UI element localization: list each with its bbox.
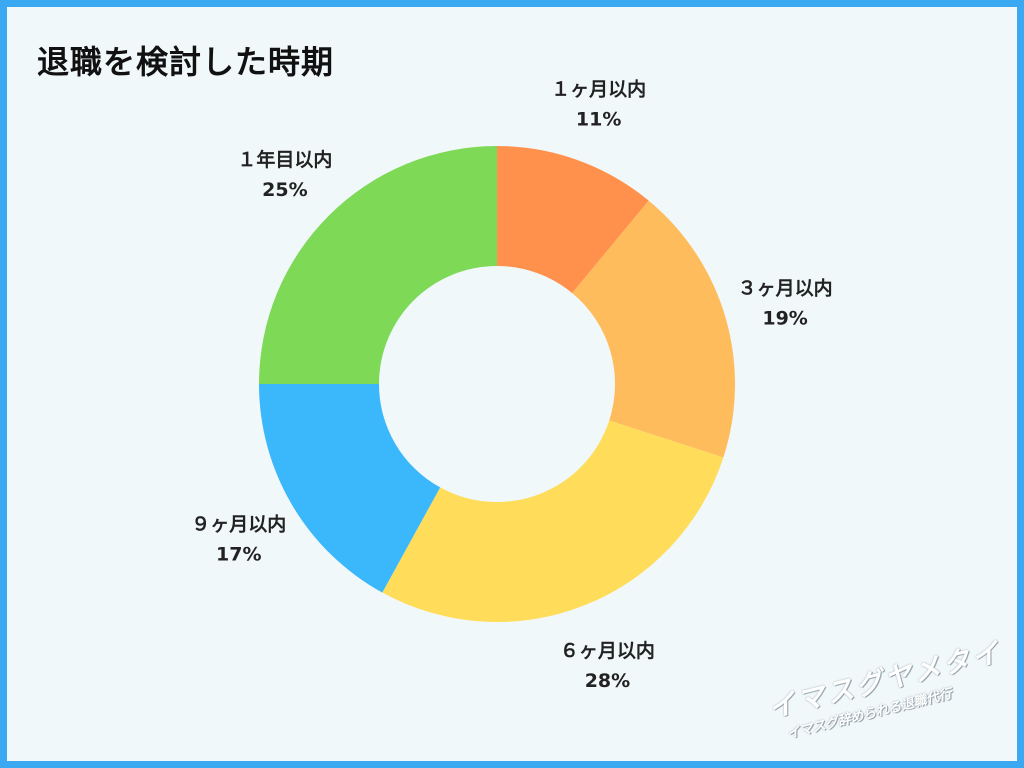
donut-slice-3 [382,420,724,622]
donut-slice-5 [259,146,497,384]
slice-percent-label: 25% [262,179,307,201]
slice-category-label: ３ヶ月以内 [738,276,833,299]
chart-title: 退職を検討した時期 [37,43,335,81]
slice-percent-label: 19% [762,307,807,329]
donut-slice-1 [497,146,649,294]
slice-percent-label: 17% [216,544,261,566]
donut-slice-2 [572,200,735,458]
donut-slice-4 [259,384,441,593]
slice-percent-label: 11% [576,109,621,131]
slice-category-label: １年目以内 [237,148,332,171]
slice-category-label: ９ヶ月以内 [191,513,286,536]
slice-percent-label: 28% [585,670,630,692]
slice-category-label: ６ヶ月以内 [560,639,655,662]
slice-category-label: １ヶ月以内 [551,78,646,101]
